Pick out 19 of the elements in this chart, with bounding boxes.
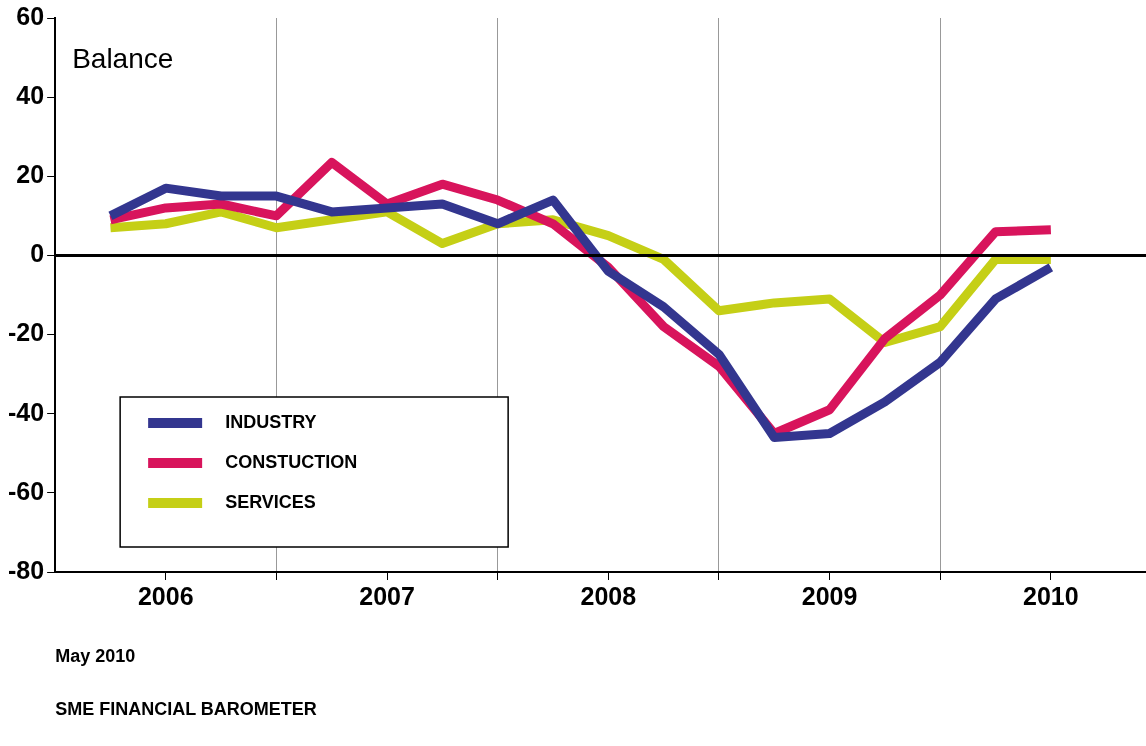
legend-label: CONSTUCTION <box>225 451 358 472</box>
y-tick-label: -60 <box>7 476 45 505</box>
y-tick-label: -80 <box>7 555 45 584</box>
y-tick-label: 0 <box>30 239 45 268</box>
annotation: Balance <box>72 43 174 74</box>
x-tick-label: 2010 <box>1023 581 1079 610</box>
y-tick-label: -40 <box>7 397 45 426</box>
y-tick-label: -20 <box>7 318 45 347</box>
y-tick-label: 40 <box>16 81 45 110</box>
y-tick-label: 60 <box>16 1 45 30</box>
legend-label: INDUSTRY <box>225 411 317 432</box>
text: May 2010 <box>55 646 136 666</box>
y-tick-label: 20 <box>16 160 45 189</box>
legend-label: SERVICES <box>225 491 316 512</box>
x-tick-label: 2008 <box>580 581 637 610</box>
x-tick-label: 2006 <box>137 581 194 610</box>
x-tick-label: 2009 <box>801 581 858 610</box>
text: SME FINANCIAL BAROMETER <box>55 699 317 719</box>
x-tick-label: 2007 <box>359 581 415 610</box>
